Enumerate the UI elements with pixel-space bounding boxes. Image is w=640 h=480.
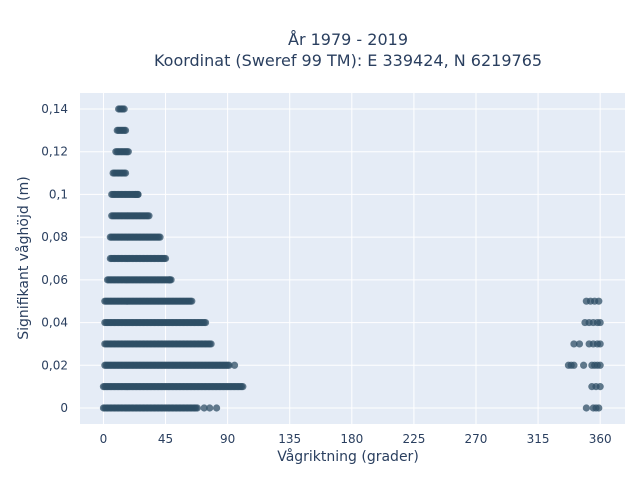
data-point	[582, 404, 590, 412]
grid-lines	[80, 93, 625, 424]
data-point	[570, 340, 578, 348]
data-point	[595, 297, 603, 305]
y-tick-label: 0,02	[41, 358, 68, 372]
data-point	[121, 126, 130, 134]
data-point	[596, 361, 604, 369]
data-point	[580, 361, 588, 369]
data-point	[193, 404, 201, 412]
y-axis-ticks: 0 0,02 0,04 0,06 0,08 0,1 0,12 0,14	[41, 102, 68, 415]
y-tick-label: 0	[60, 401, 68, 415]
y-tick-label: 0,12	[41, 145, 68, 159]
data-point	[145, 212, 153, 220]
data-point	[120, 105, 128, 113]
chart-title-line-2: Koordinat (Sweref 99 TM): E 339424, N 62…	[154, 51, 542, 70]
data-point	[575, 340, 584, 348]
x-tick-label: 360	[589, 432, 612, 446]
data-point	[156, 233, 164, 241]
data-point	[595, 404, 603, 412]
data-point	[124, 148, 132, 156]
data-points	[99, 105, 604, 412]
y-axis-title: Signifikant våghöjd (m)	[15, 176, 32, 339]
y-tick-label: 0,14	[41, 102, 68, 116]
x-axis-title: Vågriktning (grader)	[277, 448, 419, 465]
x-tick-label: 90	[220, 432, 235, 446]
data-point	[161, 254, 170, 263]
data-point	[206, 404, 214, 412]
data-point	[121, 169, 130, 177]
x-tick-label: 0	[100, 432, 108, 446]
y-tick-label: 0,08	[41, 230, 68, 244]
data-point	[166, 276, 174, 284]
data-point	[225, 361, 233, 369]
y-tick-label: 0,06	[41, 273, 68, 287]
data-point	[207, 340, 215, 348]
x-tick-label: 45	[158, 432, 173, 446]
x-tick-label: 135	[278, 432, 301, 446]
data-point	[596, 318, 604, 327]
data-point	[230, 361, 239, 369]
x-tick-label: 270	[465, 432, 488, 446]
x-tick-label: 225	[402, 432, 425, 446]
y-tick-label: 0,1	[49, 187, 68, 201]
x-axis-ticks: 0 45 90 135 180 225 270 315 360	[100, 432, 612, 446]
data-point	[239, 383, 247, 391]
data-point	[212, 404, 221, 412]
x-tick-label: 180	[340, 432, 363, 446]
data-point	[570, 361, 578, 369]
data-point	[200, 404, 208, 412]
chart-title-line-1: År 1979 - 2019	[288, 30, 408, 49]
data-point	[201, 318, 210, 327]
data-point	[188, 297, 196, 305]
y-tick-label: 0,04	[41, 316, 68, 330]
data-point	[596, 383, 604, 391]
data-point	[596, 340, 604, 348]
data-point	[134, 190, 142, 199]
x-tick-label: 315	[527, 432, 550, 446]
